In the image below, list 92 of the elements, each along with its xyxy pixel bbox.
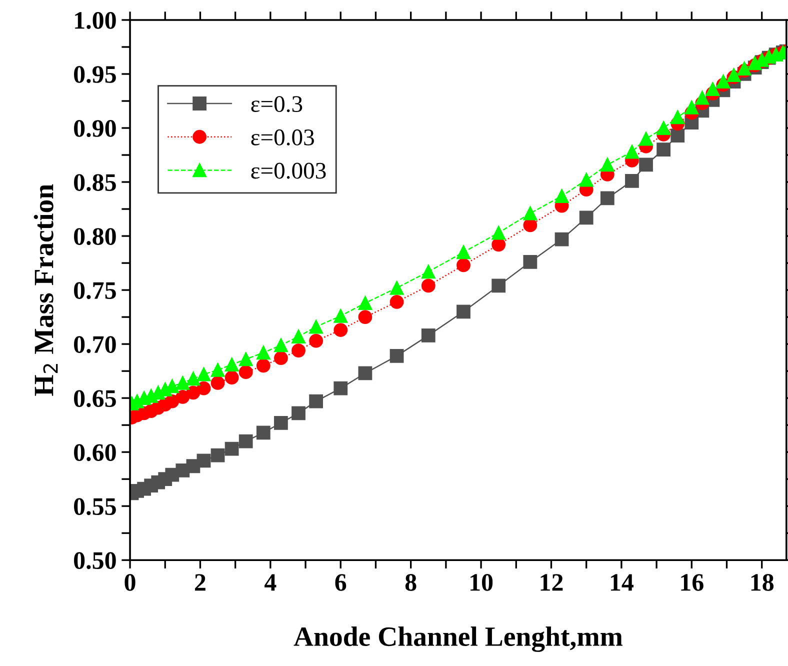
point <box>670 128 685 143</box>
y-tick-label: 0.65 <box>74 390 116 408</box>
x-tick-label: 0 <box>124 574 136 591</box>
x-tick-label: 18 <box>751 574 774 591</box>
legend-label: ε=0.3 <box>251 96 302 112</box>
y-tick-label: 0.60 <box>74 444 116 462</box>
point <box>256 346 270 360</box>
point <box>334 309 348 323</box>
point <box>492 278 506 293</box>
point <box>358 296 372 310</box>
point <box>238 434 253 448</box>
point <box>523 218 538 232</box>
point <box>554 189 569 204</box>
point <box>456 245 470 260</box>
point <box>274 338 288 352</box>
point <box>716 74 730 88</box>
x-tick-label: 2 <box>195 574 206 591</box>
y-tick-label: 1.00 <box>75 12 116 30</box>
point <box>695 90 710 105</box>
x-tick-label: 16 <box>681 574 704 591</box>
point <box>390 348 404 363</box>
x-axis-title: Anode Channel Lenght,mm <box>294 626 623 652</box>
point <box>421 328 436 342</box>
point <box>238 352 253 366</box>
y-tick-label: 0.70 <box>74 336 116 354</box>
y-tick-label: 0.85 <box>74 174 116 192</box>
point <box>238 365 253 380</box>
point <box>523 255 538 269</box>
point <box>196 381 211 396</box>
point <box>358 366 372 380</box>
y-tick-label: 0.80 <box>74 228 116 246</box>
y-tick-label: 0.90 <box>74 120 116 138</box>
point <box>492 238 506 252</box>
point <box>256 426 270 440</box>
y-tick-label: 0.55 <box>74 498 116 516</box>
point <box>196 367 211 382</box>
point <box>670 110 685 124</box>
point <box>334 381 348 396</box>
x-tick-label: 8 <box>405 574 416 591</box>
point <box>684 100 699 114</box>
point <box>334 323 348 337</box>
point <box>579 210 594 225</box>
point <box>224 442 239 456</box>
x-tick-label: 14 <box>610 574 634 591</box>
point <box>492 226 506 240</box>
point <box>176 390 190 404</box>
point <box>600 158 614 172</box>
text: 0.50 <box>74 552 116 570</box>
y-tick-label: 0.95 <box>74 66 116 84</box>
x-tick-label: 12 <box>540 574 563 591</box>
point <box>309 394 324 408</box>
point <box>292 330 306 344</box>
point <box>600 191 614 206</box>
point <box>456 304 470 319</box>
x-tick-label: 6 <box>335 574 346 591</box>
y-tick-label: 0.75 <box>74 282 116 300</box>
point <box>625 174 639 188</box>
point <box>292 406 306 420</box>
x-tick-label: 4 <box>264 574 276 591</box>
point <box>358 310 372 324</box>
legend-label: ε=0.03 <box>251 129 314 146</box>
point <box>210 448 225 462</box>
point <box>656 121 671 135</box>
point <box>186 372 200 386</box>
point <box>210 376 225 390</box>
point <box>421 278 436 293</box>
point <box>309 320 324 334</box>
point <box>390 294 404 309</box>
point <box>176 376 190 390</box>
point <box>639 158 653 172</box>
point <box>256 358 270 373</box>
point <box>554 232 569 246</box>
point <box>309 334 324 348</box>
legend-label: ε=0.003 <box>251 162 326 179</box>
y-axis-title: H$_{2}$ Mass Fraction <box>34 184 58 396</box>
point <box>456 258 470 272</box>
point <box>196 454 211 468</box>
point <box>224 370 239 384</box>
point <box>421 264 436 279</box>
point <box>579 172 594 187</box>
point <box>625 144 639 159</box>
point <box>292 344 306 358</box>
point <box>274 351 288 366</box>
point <box>224 358 239 372</box>
point <box>210 363 225 377</box>
point <box>274 416 288 430</box>
point <box>706 82 720 96</box>
x-tick-label: 10 <box>470 574 493 591</box>
point <box>656 142 671 157</box>
point <box>523 206 538 220</box>
point <box>390 280 404 295</box>
point <box>639 132 653 146</box>
